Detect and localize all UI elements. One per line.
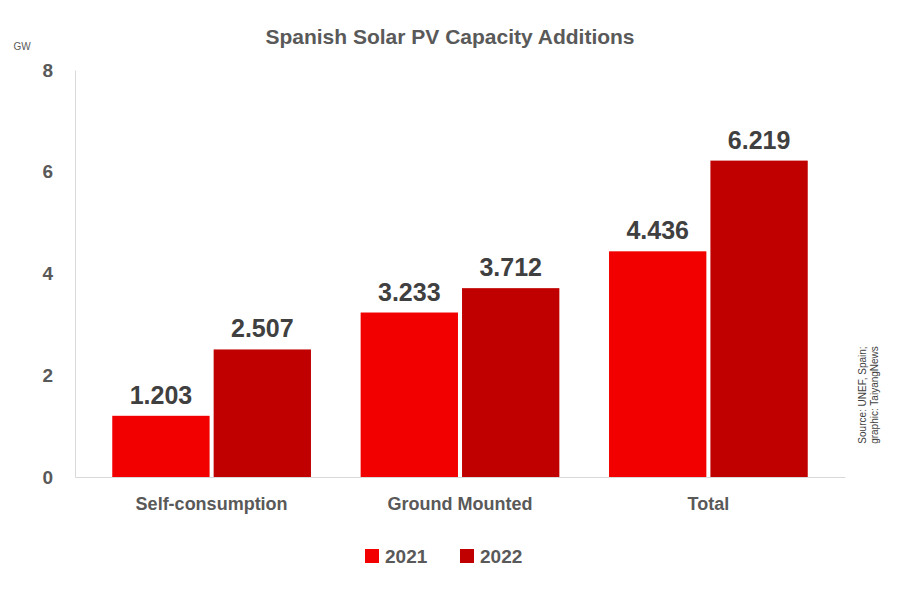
- bar: [361, 313, 458, 477]
- bar: [462, 288, 559, 477]
- data-label: 3.712: [479, 253, 542, 281]
- source-note: Source: UNEF, Spain;graphic: TaiyangNews: [857, 346, 880, 444]
- data-label: 2.507: [231, 314, 294, 342]
- y-tick: 2: [42, 365, 75, 386]
- x-tick-label: Total: [688, 494, 730, 514]
- legend: 2021 2022: [365, 546, 522, 567]
- plot-area: 0 2 4 6 8 Self-consumption Ground Mounted Total…: [42, 60, 845, 514]
- bar: [609, 251, 706, 477]
- annotation: graphic: TaiyangNews: [869, 346, 880, 444]
- x-tick: Ground Mounted: [388, 477, 533, 514]
- bar: [214, 349, 311, 477]
- bars: [112, 161, 807, 477]
- annotation: Source: UNEF, Spain;: [857, 346, 868, 443]
- x-axis-line: [76, 477, 846, 478]
- x-axis: Self-consumption Ground Mounted Total: [76, 477, 846, 514]
- y-tick-label: 4: [42, 263, 53, 284]
- y-axis-title: GW: [13, 41, 31, 52]
- legend-label: 2021: [385, 546, 428, 567]
- y-tick-label: 8: [42, 60, 53, 81]
- bar: [710, 161, 807, 477]
- y-axis-line: [75, 71, 76, 478]
- y-axis: 0 2 4 6 8: [42, 60, 75, 488]
- title: Spanish Solar PV Capacity Additions: [265, 25, 634, 48]
- y-tick: 6: [42, 161, 75, 182]
- x-tick: Self-consumption: [136, 477, 288, 514]
- y-tick: 8: [42, 60, 75, 81]
- data-label: 6.219: [728, 126, 791, 154]
- x-tick-label: Self-consumption: [136, 494, 288, 514]
- data-label: 1.203: [130, 381, 193, 409]
- legend-swatch: [460, 549, 474, 563]
- x-tick: Total: [688, 477, 730, 514]
- y-tick-label: 0: [42, 467, 53, 488]
- chart: 0 2 4 6 8 Self-consumption Ground Mounted Total…: [0, 0, 900, 600]
- y-tick-label: 6: [42, 161, 53, 182]
- y-tick: 4: [42, 263, 75, 284]
- legend-label: 2022: [480, 546, 522, 567]
- data-labels: 1.203 3.233 4.436 2.507 3.712 6.219: [130, 126, 791, 409]
- y-tick-label: 2: [42, 365, 53, 386]
- bar: [112, 416, 209, 477]
- data-label: 4.436: [626, 216, 689, 244]
- y-tick: 0: [42, 467, 75, 488]
- legend-swatch: [365, 549, 379, 563]
- data-label: 3.233: [378, 278, 441, 306]
- x-tick-label: Ground Mounted: [388, 494, 533, 514]
